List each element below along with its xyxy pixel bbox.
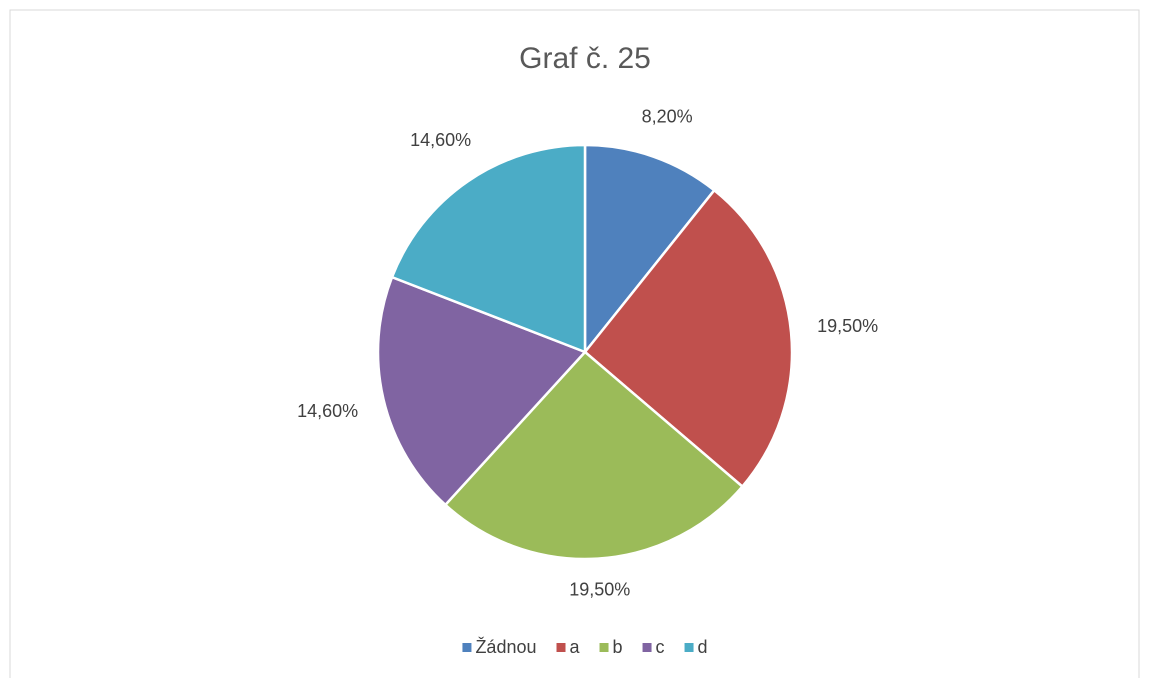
data-label: 8,20% xyxy=(642,106,693,126)
legend-label: Žádnou xyxy=(475,637,536,657)
legend-label: a xyxy=(570,637,581,657)
pie-slice xyxy=(583,188,794,489)
legend-swatch xyxy=(462,643,472,652)
data-label: 19,50% xyxy=(569,579,630,599)
legend-label: c xyxy=(656,637,665,657)
legend-swatch xyxy=(599,643,609,652)
legend-label: b xyxy=(613,637,623,657)
chart-border xyxy=(9,9,1140,678)
legend-swatch xyxy=(556,643,566,652)
pie-slice xyxy=(376,275,588,507)
pie-slice xyxy=(443,350,745,561)
pie-slice xyxy=(390,143,587,354)
legend-label: d xyxy=(698,637,708,657)
data-label: 19,50% xyxy=(817,316,878,336)
legend-swatch xyxy=(684,643,694,652)
legend-swatch xyxy=(642,643,652,652)
chart-title: Graf č. 25 xyxy=(519,42,651,75)
data-label: 14,60% xyxy=(410,130,471,150)
pie-slice xyxy=(583,143,717,356)
data-label: 14,60% xyxy=(297,401,358,421)
